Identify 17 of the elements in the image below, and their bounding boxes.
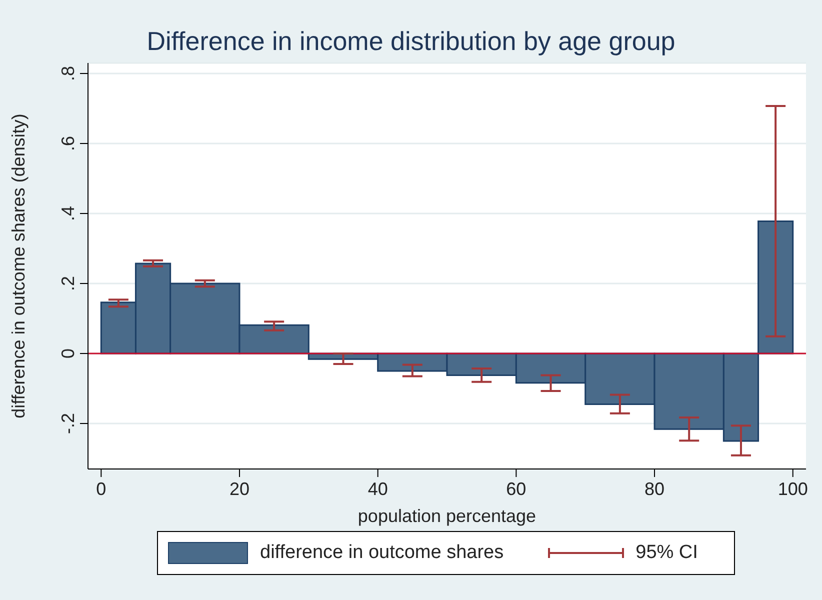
legend-label: difference in outcome shares (260, 542, 504, 564)
y-tick-label: .2 (58, 276, 78, 292)
y-tick-label: .6 (58, 136, 78, 152)
x-tick-label: 60 (506, 479, 526, 499)
text: 95% CI (636, 542, 698, 564)
y-axis-title: difference in outcome shares (density) (8, 114, 28, 418)
x-axis-title: population percentage (358, 506, 536, 526)
x-tick-label: 40 (368, 479, 388, 499)
x-tick-label: 20 (229, 479, 250, 499)
x-tick-label: 100 (778, 479, 808, 499)
x-tick-label: 0 (96, 479, 106, 499)
chart-title: Difference in income distribution by age group (146, 26, 676, 57)
y-tick-label: -.2 (58, 412, 78, 434)
y-tick-label: 0 (58, 348, 78, 359)
y-tick-label: .8 (58, 66, 78, 82)
y-tick-label: .4 (58, 206, 78, 222)
x-tick-label: 80 (644, 479, 665, 499)
